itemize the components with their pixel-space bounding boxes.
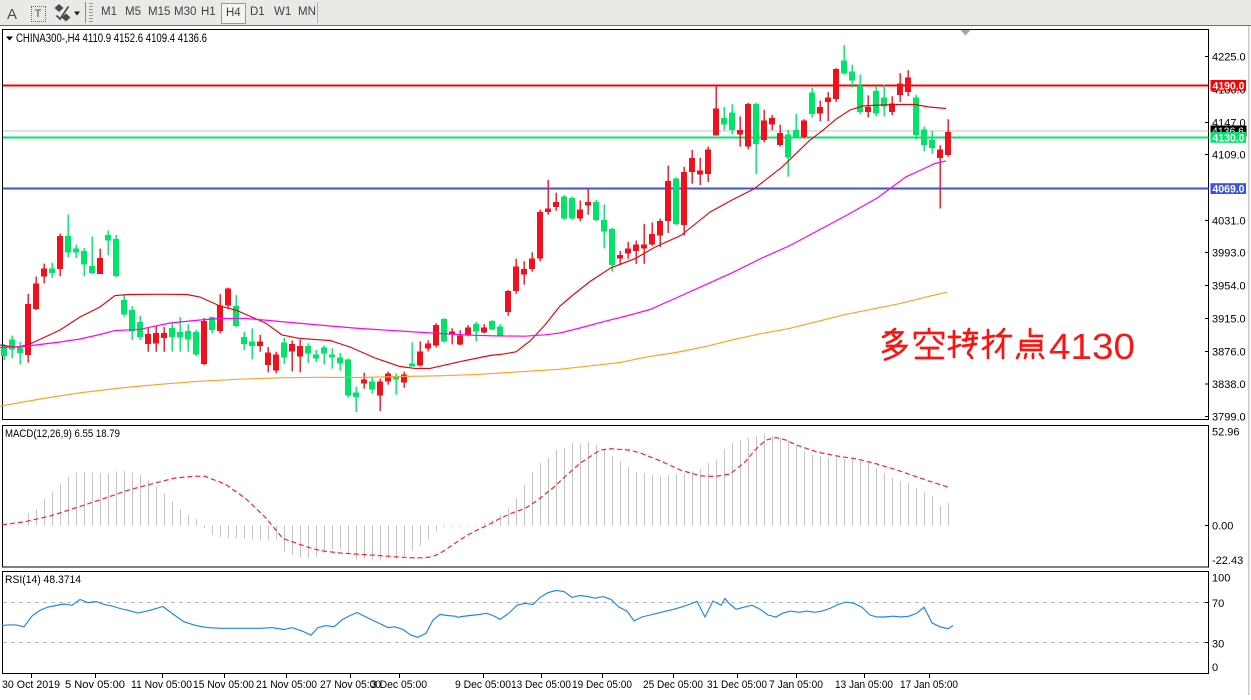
svg-text:100: 100 — [1212, 573, 1230, 585]
svg-text:4031.0: 4031.0 — [1212, 216, 1246, 228]
svg-text:19 Dec 05:00: 19 Dec 05:00 — [572, 679, 632, 691]
svg-text:4130.0: 4130.0 — [1213, 132, 1245, 144]
svg-text:MACD(12,26,9) 6.55 18.79: MACD(12,26,9) 6.55 18.79 — [5, 428, 120, 440]
svg-text:4069.0: 4069.0 — [1213, 184, 1245, 196]
svg-text:0.00: 0.00 — [1212, 521, 1233, 533]
svg-text:4130: 4130 — [1049, 326, 1135, 367]
svg-text:70: 70 — [1212, 598, 1224, 610]
svg-text:CHINA300-,H4 4110.9 4152.6 41: CHINA300-,H4 4110.9 4152.6 4109.4 4136.6 — [16, 33, 207, 45]
svg-text:-22.43: -22.43 — [1212, 555, 1243, 567]
svg-text:5 Nov 05:00: 5 Nov 05:00 — [65, 679, 125, 691]
svg-text:3915.0: 3915.0 — [1212, 314, 1246, 326]
svg-text:0: 0 — [1212, 662, 1218, 674]
svg-text:52.96: 52.96 — [1212, 427, 1240, 439]
svg-text:25 Dec 05:00: 25 Dec 05:00 — [643, 679, 703, 691]
svg-text:31 Dec 05:00: 31 Dec 05:00 — [707, 679, 767, 691]
svg-text:4109.0: 4109.0 — [1212, 150, 1246, 162]
svg-text:RSI(14) 48.3714: RSI(14) 48.3714 — [5, 574, 81, 586]
svg-text:17 Jan 05:00: 17 Jan 05:00 — [900, 679, 958, 691]
svg-text:4190.0: 4190.0 — [1213, 80, 1245, 92]
svg-text:11 Nov 05:00: 11 Nov 05:00 — [131, 679, 192, 691]
svg-text:13 Dec 05:00: 13 Dec 05:00 — [511, 679, 571, 691]
svg-text:7 Jan 05:00: 7 Jan 05:00 — [769, 679, 823, 691]
svg-text:4225.0: 4225.0 — [1212, 52, 1246, 64]
svg-text:30: 30 — [1212, 639, 1224, 651]
svg-text:3876.0: 3876.0 — [1212, 347, 1246, 359]
svg-text:27 Nov 05:00: 27 Nov 05:00 — [320, 679, 381, 691]
svg-text:3993.0: 3993.0 — [1212, 248, 1246, 260]
svg-text:3 Dec 05:00: 3 Dec 05:00 — [371, 679, 427, 691]
svg-text:13 Jan 05:00: 13 Jan 05:00 — [835, 679, 893, 691]
svg-text:30 Oct 2019: 30 Oct 2019 — [2, 679, 60, 691]
svg-text:9 Dec 05:00: 9 Dec 05:00 — [455, 679, 511, 691]
svg-text:3954.0: 3954.0 — [1212, 281, 1246, 293]
svg-text:21 Nov 05:00: 21 Nov 05:00 — [256, 679, 317, 691]
svg-text:15 Nov 05:00: 15 Nov 05:00 — [193, 679, 254, 691]
svg-text:3799.0: 3799.0 — [1212, 412, 1246, 424]
svg-text:3838.0: 3838.0 — [1212, 379, 1246, 391]
